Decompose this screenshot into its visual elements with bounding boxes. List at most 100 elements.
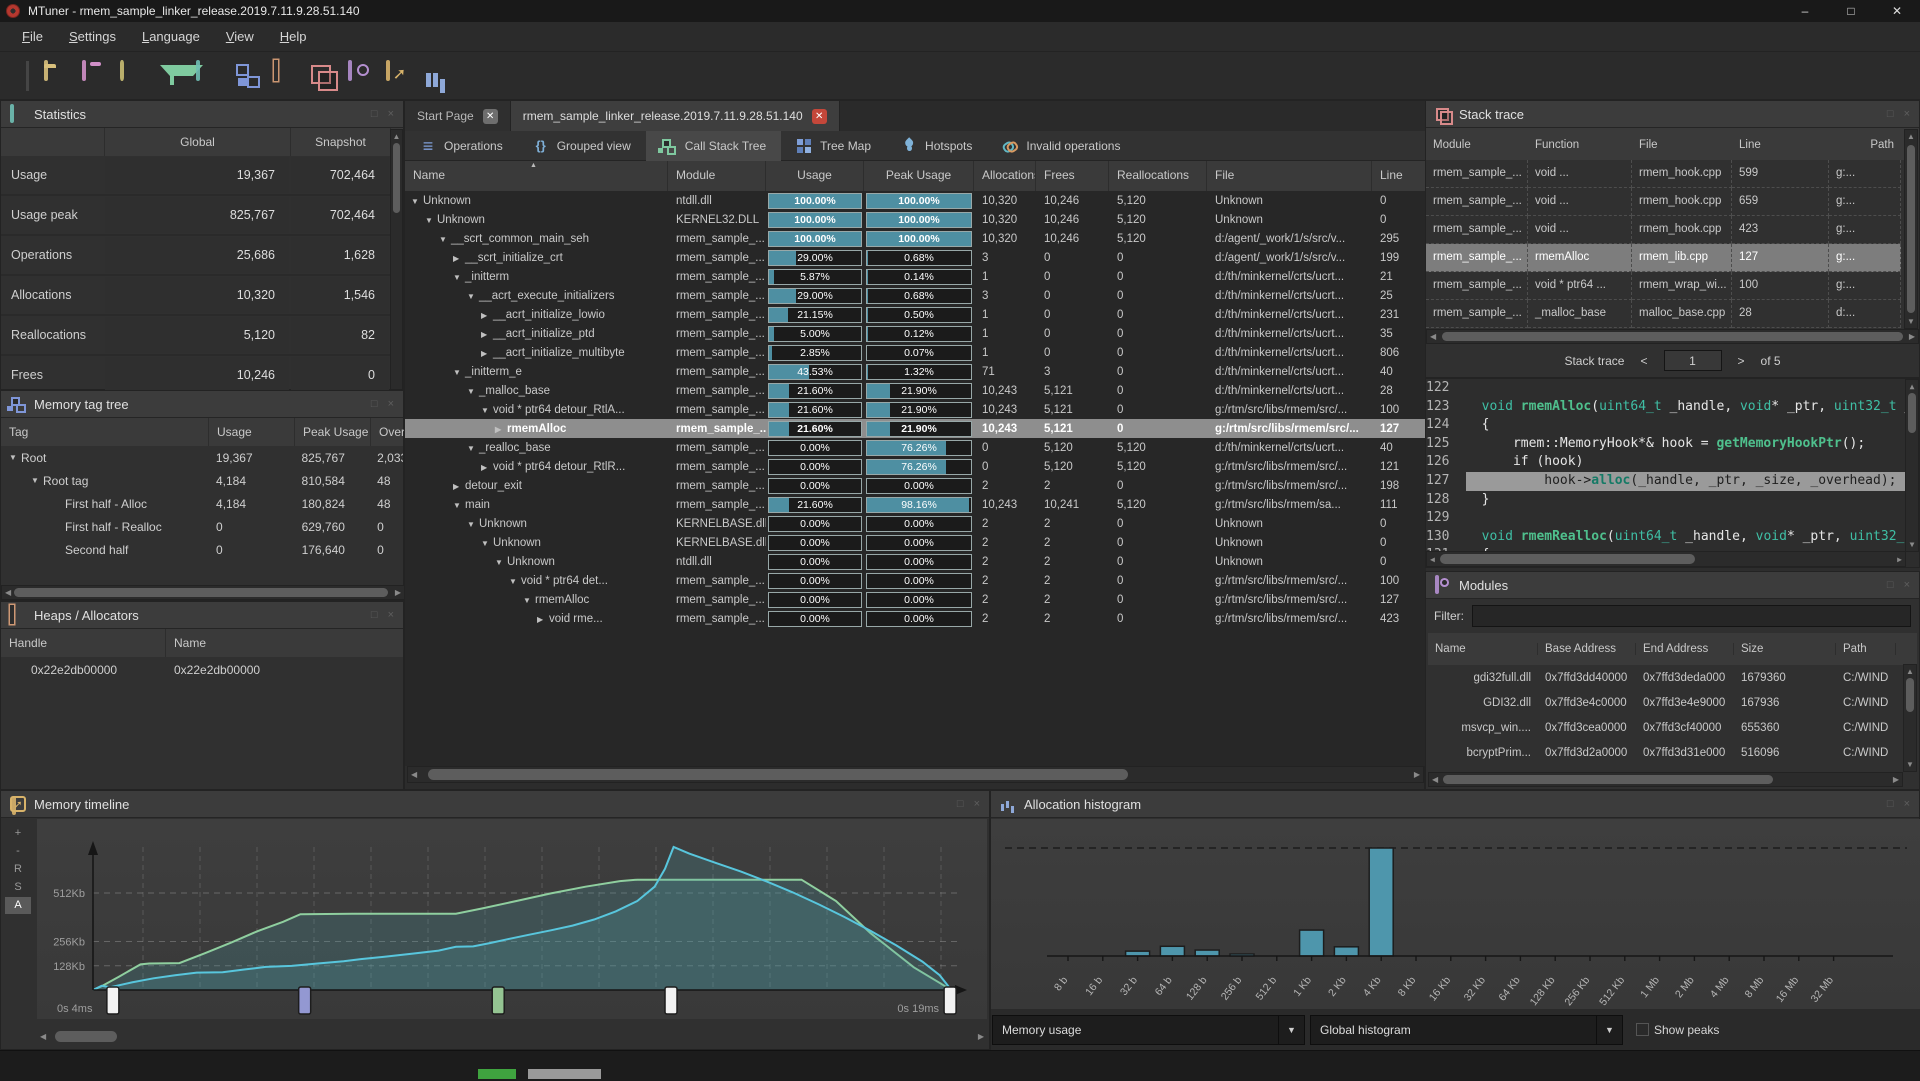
database-icon[interactable] — [120, 62, 147, 89]
call-tree-row[interactable]: ▶__scrt_initialize_crtrmem_sample_...29.… — [405, 248, 1426, 267]
stacktrace-vscrollbar[interactable]: ▲ ▼ — [1904, 129, 1918, 329]
expander-icon[interactable]: ▼ — [467, 520, 479, 529]
scroll-left-icon[interactable]: ◀ — [2, 586, 14, 599]
stacktrace-col-1[interactable]: Function — [1528, 130, 1632, 158]
call-tree-row[interactable]: ▼_malloc_basermem_sample_...21.60%21.90%… — [405, 381, 1426, 400]
timeline-marker[interactable] — [107, 987, 119, 1014]
scroll-right-icon[interactable]: ▶ — [1890, 773, 1902, 786]
float-panel-icon[interactable]: □ — [1887, 798, 1894, 810]
close-panel-icon[interactable]: × — [1904, 108, 1910, 120]
tab-close-icon[interactable]: ✕ — [812, 109, 827, 124]
timeline-marker[interactable] — [665, 987, 677, 1014]
stack-trace-row[interactable]: rmem_sample_...void ...rmem_hook.cpp599g… — [1426, 160, 1919, 188]
expander-icon[interactable]: ▶ — [453, 254, 465, 263]
scroll-left-icon[interactable]: ◀ — [1427, 553, 1438, 566]
pager-next-button[interactable]: > — [1738, 354, 1745, 368]
filter-input[interactable] — [1472, 605, 1911, 627]
code-line[interactable]: 124 { — [1426, 416, 1919, 435]
histogram-bars-icon[interactable] — [424, 62, 451, 89]
scroll-down-icon[interactable]: ▼ — [1903, 758, 1917, 771]
modules-col-0[interactable]: Name — [1428, 643, 1538, 655]
scroll-left-icon[interactable]: ◀ — [1429, 773, 1441, 786]
call-tree-row[interactable]: ▼_inittermrmem_sample_...5.87%0.14%100d:… — [405, 267, 1426, 286]
expander-icon[interactable]: ▼ — [481, 406, 493, 415]
menu-settings[interactable]: Settings — [57, 25, 128, 48]
scroll-right-icon[interactable]: ▶ — [1411, 768, 1423, 781]
scroll-left-icon[interactable]: ◀ — [1427, 330, 1439, 343]
scroll-up-icon[interactable]: ▲ — [1904, 130, 1918, 143]
tag-tree-row[interactable]: First half - Realloc0629,7600 — [1, 515, 403, 538]
scroll-right-icon[interactable]: ▶ — [1906, 330, 1918, 343]
memory-tag-tree-icon[interactable] — [234, 62, 261, 89]
call-tree-row[interactable]: ▶__acrt_initialize_ptdrmem_sample_...5.0… — [405, 324, 1426, 343]
expander-icon[interactable]: ▶ — [495, 425, 507, 434]
call-tree-row[interactable]: ▼UnknownKERNEL32.DLL100.00%100.00%10,320… — [405, 210, 1426, 229]
modules-col-2[interactable]: End Address — [1636, 643, 1734, 655]
scroll-up-icon[interactable]: ▲ — [390, 130, 404, 143]
calltree-col-2[interactable]: Usage — [766, 161, 864, 191]
stacktrace-col-4[interactable]: Path — [1829, 130, 1901, 158]
histogram-type-select[interactable]: Global histogram ▼ — [1310, 1015, 1623, 1045]
expander-icon[interactable]: ▼ — [411, 197, 423, 206]
scroll-up-icon[interactable]: ▲ — [1903, 665, 1917, 678]
peak-usage-col[interactable]: Peak Usage — [295, 418, 371, 446]
histogram-bar[interactable] — [1334, 947, 1358, 956]
expander-icon[interactable]: ▼ — [509, 577, 521, 586]
calltree-col-8[interactable]: Line — [1372, 161, 1426, 191]
call-tree-row[interactable]: ▼Unknownntdll.dll100.00%100.00%10,32010,… — [405, 191, 1426, 210]
stack-trace-row[interactable]: rmem_sample_..._malloc_basemalloc_base.c… — [1426, 300, 1919, 328]
call-tree-row[interactable]: ▼UnknownKERNELBASE.dll0.00%0.00%220Unkno… — [405, 514, 1426, 533]
expander-icon[interactable]: ▶ — [453, 482, 465, 491]
view-tab-operations[interactable]: Operations — [405, 131, 518, 161]
histogram-bar[interactable] — [1195, 950, 1219, 956]
code-line[interactable]: 127 hook->alloc(_handle, _ptr, _size, _o… — [1426, 472, 1919, 491]
stack-trace-row[interactable]: rmem_sample_...rmemAllocrmem_lib.cpp127g… — [1426, 244, 1919, 272]
close-panel-icon[interactable]: × — [974, 798, 980, 810]
code-line[interactable]: 130 void rmemRealloc(uint64_t _handle, v… — [1426, 528, 1919, 547]
capture-layers-icon[interactable] — [310, 62, 337, 89]
expander-icon[interactable]: ▼ — [495, 558, 507, 567]
menu-file[interactable]: File — [10, 25, 55, 48]
timeline-marker[interactable] — [299, 987, 311, 1014]
scroll-left-icon[interactable]: ◀ — [37, 1030, 49, 1043]
call-tree-row[interactable]: ▼void * ptr64 det...rmem_sample_...0.00%… — [405, 571, 1426, 590]
statistics-table-icon[interactable] — [196, 62, 223, 89]
expander-icon[interactable]: ▶ — [481, 463, 493, 472]
tab-close-icon[interactable]: ✕ — [483, 109, 498, 124]
stack-trace-row[interactable]: rmem_sample_...void * ptr64 ...rmem_wrap… — [1426, 272, 1919, 300]
expander-icon[interactable]: ▼ — [453, 273, 465, 282]
close-button[interactable]: ✕ — [1874, 0, 1920, 22]
module-row[interactable]: msvcp_win....0x7ffd3cea00000x7ffd3cf4000… — [1428, 715, 1917, 740]
call-tree-row[interactable]: ▶void rme...rmem_sample_...0.00%0.00%220… — [405, 609, 1426, 628]
call-tree-row[interactable]: ▼void * ptr64 detour_RtlA...rmem_sample_… — [405, 400, 1426, 419]
statistics-col-global[interactable]: Global — [105, 128, 291, 156]
float-panel-icon[interactable]: □ — [371, 609, 378, 621]
float-panel-icon[interactable]: □ — [957, 798, 964, 810]
stack-trace-row[interactable]: rmem_sample_...void ...rmem_hook.cpp423g… — [1426, 216, 1919, 244]
statistics-vscrollbar[interactable]: ▲ — [390, 129, 403, 390]
call-tree-row[interactable]: ▼__acrt_execute_initializersrmem_sample_… — [405, 286, 1426, 305]
view-tab-hotspots[interactable]: Hotspots — [886, 131, 987, 161]
histogram-bar[interactable] — [1300, 930, 1324, 956]
calltree-col-6[interactable]: Reallocations — [1109, 161, 1207, 191]
tag-tree-row[interactable]: Second half0176,6400 — [1, 538, 403, 561]
clipboard-icon[interactable] — [82, 62, 109, 89]
code-line[interactable]: 126 if (hook) — [1426, 453, 1919, 472]
expander-icon[interactable]: ▼ — [467, 387, 479, 396]
modules-vscrollbar[interactable]: ▲ ▼ — [1903, 664, 1917, 772]
calltree-hscrollbar[interactable]: ◀ ▶ — [407, 766, 1424, 783]
histogram-bar[interactable] — [1160, 946, 1184, 956]
close-panel-icon[interactable]: × — [388, 108, 394, 120]
memory-timeline-chart[interactable]: 128Kb256Kb512Kb0s 4ms0s 19ms — [37, 819, 987, 1019]
timeline-tool-R[interactable]: R — [5, 861, 31, 878]
close-panel-icon[interactable]: × — [1904, 579, 1910, 591]
call-tree-row[interactable]: ▼_initterm_ermem_sample_...43.53%1.32%71… — [405, 362, 1426, 381]
tag-col[interactable]: Tag — [1, 418, 209, 446]
stacktrace-col-2[interactable]: File — [1632, 130, 1732, 158]
expander-icon[interactable]: ▶ — [537, 615, 549, 624]
calltree-col-4[interactable]: Allocations — [974, 161, 1036, 191]
menu-help[interactable]: Help — [268, 25, 319, 48]
expander-icon[interactable]: ▼ — [453, 368, 465, 377]
view-tab-invalid-operations[interactable]: Invalid operations — [987, 131, 1135, 161]
float-panel-icon[interactable]: □ — [371, 398, 378, 410]
